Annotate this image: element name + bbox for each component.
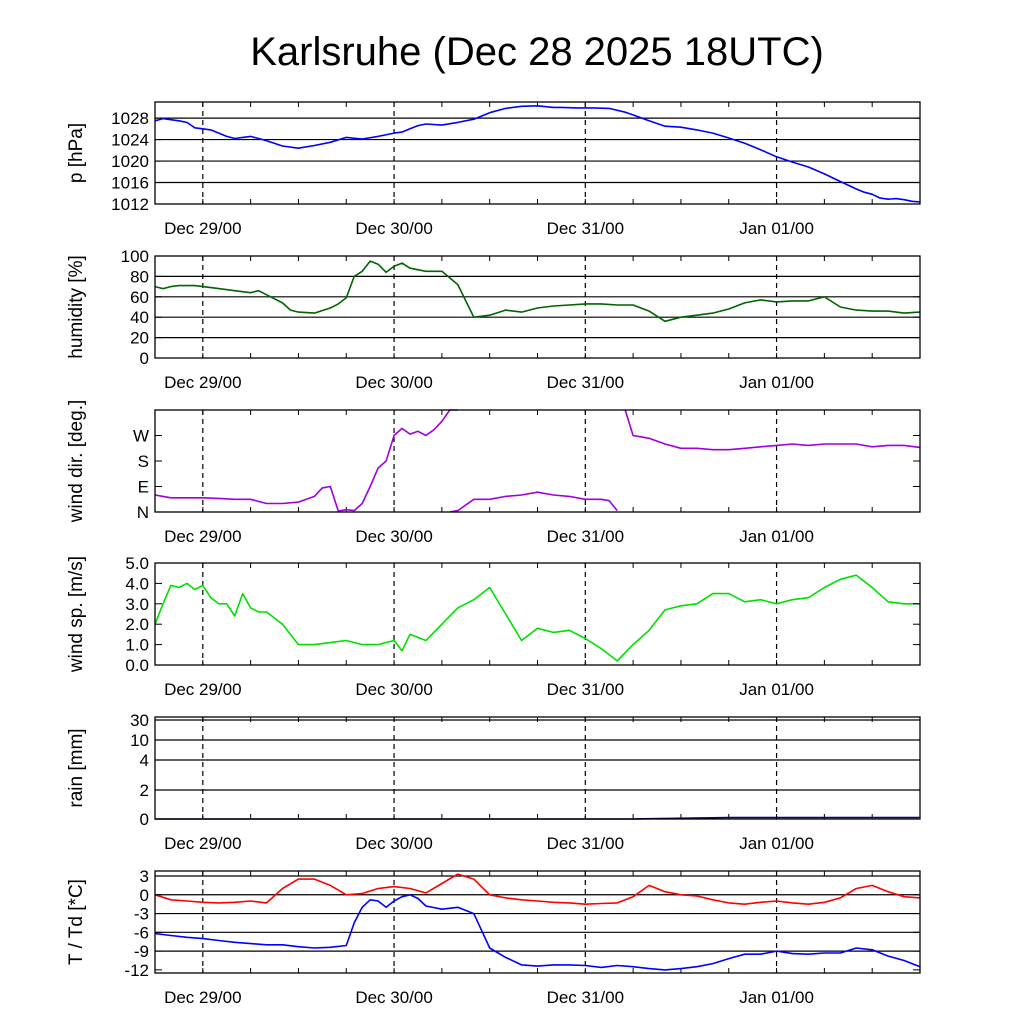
y-tick-label: -9 bbox=[134, 942, 149, 961]
y-tick-label: 1016 bbox=[111, 174, 149, 193]
x-tick-label: Dec 31/00 bbox=[547, 988, 625, 1007]
x-tick-label: Dec 30/00 bbox=[355, 527, 433, 546]
series-line-pressure bbox=[154, 105, 921, 203]
y-tick-label: W bbox=[133, 427, 149, 446]
y-tick-label: 40 bbox=[130, 308, 149, 327]
x-tick-label: Dec 31/00 bbox=[547, 373, 625, 392]
y-axis-label: wind dir. [deg.] bbox=[66, 400, 87, 524]
y-tick-label: 2 bbox=[140, 781, 149, 800]
x-tick-label: Dec 30/00 bbox=[355, 219, 433, 238]
y-axis-label: rain [mm] bbox=[66, 728, 87, 807]
panel-temperature_dewpoint: -12-9-6-303 T / Td [*C] Dec 29/00 Dec 30/00… bbox=[66, 867, 921, 1007]
x-tick-label: Dec 29/00 bbox=[164, 680, 242, 699]
y-tick-label: 80 bbox=[130, 267, 149, 286]
y-tick-label: -12 bbox=[124, 961, 149, 980]
y-tick-label: 3.0 bbox=[125, 595, 149, 614]
y-tick-label: N bbox=[137, 503, 149, 522]
series-line-humidity bbox=[154, 260, 921, 323]
y-tick-label: 5.0 bbox=[125, 554, 149, 573]
panel-frame bbox=[154, 255, 921, 359]
panel-frame bbox=[154, 409, 921, 513]
series-line-temperature_dewpoint-T bbox=[154, 873, 921, 906]
x-tick-label: Dec 30/00 bbox=[355, 373, 433, 392]
series-line-wind_direction bbox=[154, 409, 458, 512]
y-tick-label: 4.0 bbox=[125, 574, 149, 593]
panel-wind_speed: 0.01.0 2.03.0 4.05.0 wind sp. [m/s] Dec 29/0… bbox=[66, 554, 921, 699]
y-tick-label: 4 bbox=[140, 751, 149, 770]
panel-frame bbox=[154, 716, 921, 820]
series-line-wind_speed bbox=[154, 574, 920, 662]
y-tick-label: 1.0 bbox=[125, 636, 149, 655]
y-axis-label: wind sp. [m/s] bbox=[66, 556, 87, 673]
x-tick-label: Dec 30/00 bbox=[355, 834, 433, 853]
y-tick-label: -6 bbox=[134, 923, 149, 942]
x-tick-label: Dec 29/00 bbox=[164, 373, 242, 392]
y-tick-label: 30 bbox=[130, 711, 149, 730]
y-tick-label: S bbox=[138, 452, 149, 471]
y-tick-label: 60 bbox=[130, 288, 149, 307]
x-tick-label: Jan 01/00 bbox=[739, 988, 814, 1007]
y-tick-label: 0 bbox=[140, 886, 149, 905]
x-tick-label: Dec 31/00 bbox=[547, 219, 625, 238]
y-tick-label: 3 bbox=[140, 867, 149, 886]
y-tick-label: 20 bbox=[130, 329, 149, 348]
chart-title: Karlsruhe (Dec 28 2025 18UTC) bbox=[250, 30, 824, 74]
panel-pressure: 1012 1016 1020 1024 1028 p [hPa] Dec 29/00 Dec … bbox=[66, 101, 921, 238]
y-tick-label: 0 bbox=[140, 810, 149, 829]
panel-frame bbox=[154, 101, 921, 205]
x-tick-label: Dec 30/00 bbox=[355, 680, 433, 699]
x-tick-label: Dec 29/00 bbox=[164, 219, 242, 238]
y-tick-label: 1012 bbox=[111, 195, 149, 214]
x-tick-label: Dec 31/00 bbox=[547, 680, 625, 699]
y-tick-label: -3 bbox=[134, 905, 149, 924]
panel-frame bbox=[154, 562, 921, 666]
y-tick-label: 1028 bbox=[111, 109, 149, 128]
y-tick-label: 0.0 bbox=[125, 656, 149, 675]
x-tick-label: Jan 01/00 bbox=[739, 834, 814, 853]
series-line-wind_direction bbox=[624, 409, 921, 451]
x-tick-label: Jan 01/00 bbox=[739, 527, 814, 546]
y-tick-label: 1024 bbox=[111, 131, 149, 150]
y-axis-label: humidity [%] bbox=[66, 255, 87, 358]
x-tick-label: Dec 30/00 bbox=[355, 988, 433, 1007]
x-tick-label: Jan 01/00 bbox=[739, 373, 814, 392]
x-tick-label: Jan 01/00 bbox=[739, 219, 814, 238]
x-tick-label: Dec 31/00 bbox=[547, 834, 625, 853]
y-tick-label: 100 bbox=[121, 247, 149, 266]
y-axis-label: p [hPa] bbox=[66, 123, 87, 183]
y-tick-label: 10 bbox=[130, 731, 149, 750]
y-tick-label: 0 bbox=[140, 349, 149, 368]
y-tick-label: 2.0 bbox=[125, 615, 149, 634]
x-tick-label: Dec 29/00 bbox=[164, 988, 242, 1007]
y-tick-label: E bbox=[138, 478, 149, 497]
y-tick-label: 1020 bbox=[111, 152, 149, 171]
series-line-temperature_dewpoint-Td bbox=[154, 893, 921, 971]
x-tick-label: Jan 01/00 bbox=[739, 680, 814, 699]
x-tick-label: Dec 29/00 bbox=[164, 834, 242, 853]
panel-frame bbox=[154, 870, 921, 974]
x-tick-label: Dec 29/00 bbox=[164, 527, 242, 546]
y-axis-label: T / Td [*C] bbox=[66, 879, 87, 965]
x-tick-label: Dec 31/00 bbox=[547, 527, 625, 546]
series-line-wind_direction bbox=[449, 491, 618, 513]
